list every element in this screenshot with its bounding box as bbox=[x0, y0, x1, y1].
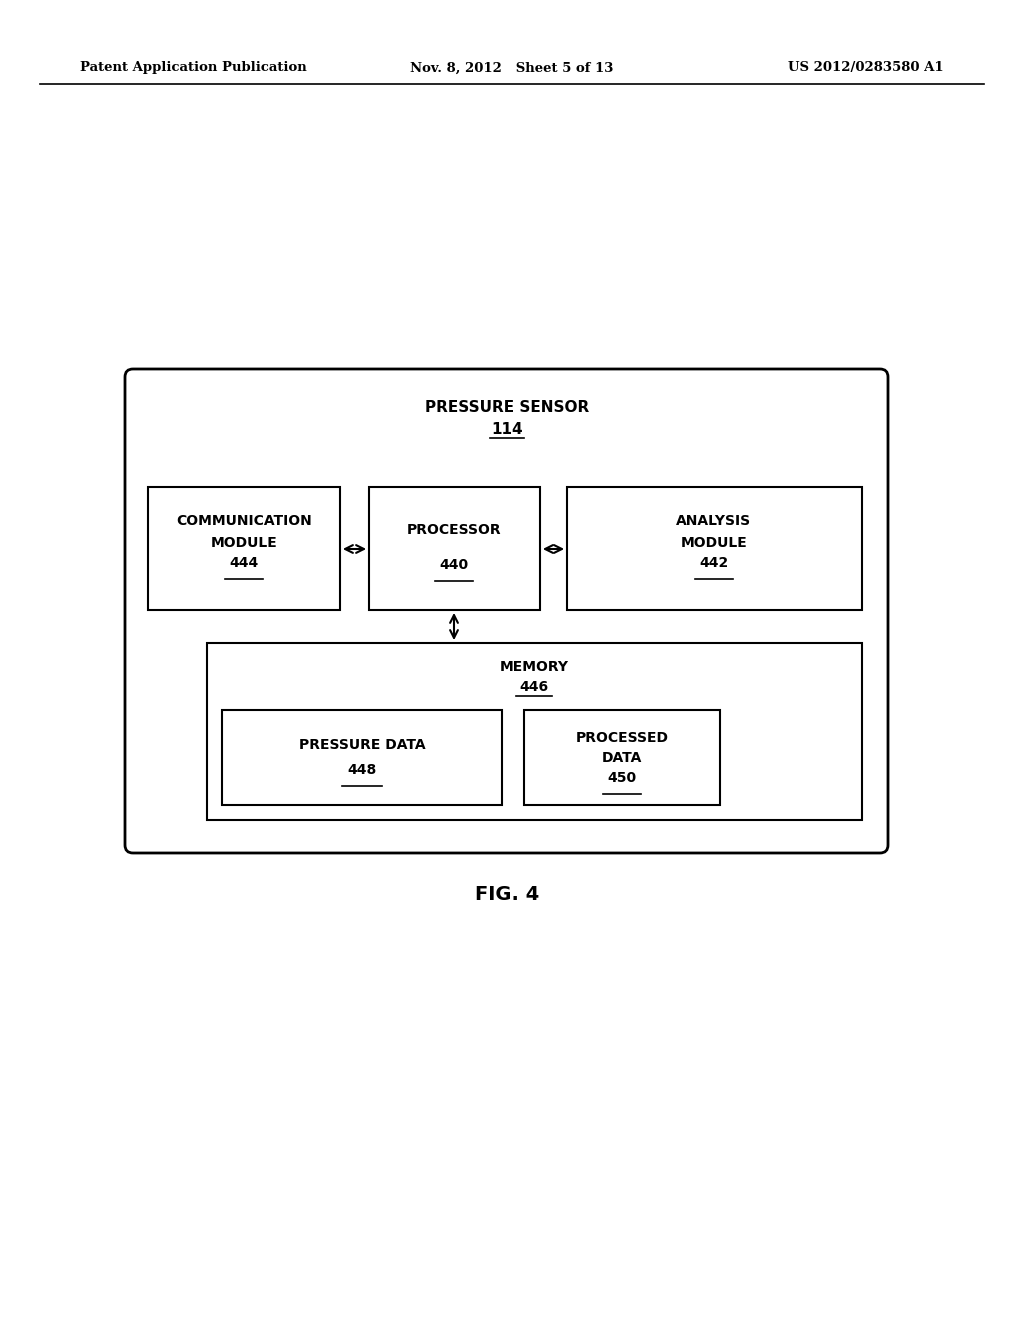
Text: 450: 450 bbox=[607, 771, 637, 785]
Text: Nov. 8, 2012   Sheet 5 of 13: Nov. 8, 2012 Sheet 5 of 13 bbox=[411, 62, 613, 74]
Text: MODULE: MODULE bbox=[681, 536, 748, 550]
Text: PRESSURE DATA: PRESSURE DATA bbox=[299, 738, 425, 752]
Text: 444: 444 bbox=[229, 556, 259, 570]
Text: COMMUNICATION: COMMUNICATION bbox=[176, 513, 312, 528]
Bar bbox=[369, 487, 540, 610]
Text: FIG. 4: FIG. 4 bbox=[475, 886, 539, 904]
Text: Patent Application Publication: Patent Application Publication bbox=[80, 62, 307, 74]
Text: PROCESSOR: PROCESSOR bbox=[407, 523, 502, 537]
Text: US 2012/0283580 A1: US 2012/0283580 A1 bbox=[788, 62, 944, 74]
Text: 446: 446 bbox=[519, 680, 549, 694]
Text: ANALYSIS: ANALYSIS bbox=[677, 513, 752, 528]
Bar bbox=[207, 643, 862, 820]
Text: MODULE: MODULE bbox=[211, 536, 278, 550]
Text: DATA: DATA bbox=[602, 751, 642, 766]
Text: 114: 114 bbox=[492, 422, 523, 437]
Bar bbox=[524, 710, 720, 805]
Text: 440: 440 bbox=[439, 558, 469, 572]
Bar bbox=[222, 710, 502, 805]
Text: PROCESSED: PROCESSED bbox=[575, 731, 669, 744]
Bar bbox=[567, 487, 862, 610]
Bar bbox=[148, 487, 340, 610]
Text: 448: 448 bbox=[347, 763, 377, 777]
Text: 442: 442 bbox=[699, 556, 729, 570]
Text: MEMORY: MEMORY bbox=[500, 660, 568, 675]
FancyBboxPatch shape bbox=[125, 370, 888, 853]
Text: PRESSURE SENSOR: PRESSURE SENSOR bbox=[425, 400, 589, 414]
